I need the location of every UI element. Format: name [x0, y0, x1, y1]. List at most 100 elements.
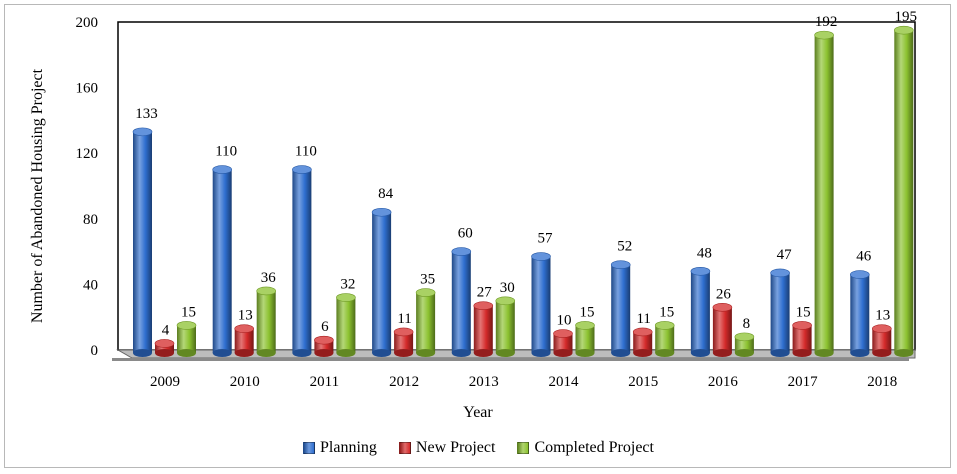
bar-base-new-project-2017: [792, 349, 812, 357]
bar-new-project-2018: [872, 328, 892, 353]
data-label-new-project-2009: 4: [162, 322, 170, 338]
data-label-completed-project-2016: 8: [743, 316, 751, 332]
bar-new-project-2010: [234, 328, 254, 353]
bar-top-planning-2014: [531, 252, 551, 261]
y-axis-title: Number of Abandoned Housing Project: [29, 68, 46, 323]
bar-completed-project-2016: [734, 336, 754, 353]
bar-base-completed-project-2014: [575, 349, 595, 357]
x-tick-label: 2015: [628, 374, 658, 390]
data-label-planning-2009: 133: [135, 106, 158, 122]
data-label-new-project-2011: 6: [321, 319, 329, 335]
data-label-planning-2011: 110: [295, 144, 317, 160]
bar-base-new-project-2016: [712, 349, 732, 357]
legend-item-planning: Planning: [303, 439, 377, 457]
bar-top-new-project-2017: [792, 321, 812, 330]
bar-top-completed-project-2015: [654, 321, 675, 330]
x-tick-label: 2010: [230, 374, 260, 390]
bar-top-planning-2011: [292, 165, 312, 174]
legend-swatch-new-project: [398, 442, 411, 454]
bar-completed-project-2018: [894, 30, 914, 353]
bar-top-new-project-2011: [314, 335, 334, 345]
bar-top-new-project-2012: [393, 327, 414, 337]
data-label-planning-2012: 84: [378, 186, 394, 202]
legend-swatch-planning: [303, 442, 316, 454]
legend-item-completed-project: Completed Project: [517, 439, 654, 457]
bar-completed-project-2013: [495, 300, 515, 353]
data-label-new-project-2014: 10: [557, 313, 572, 329]
bar-completed-project-2014: [575, 325, 595, 353]
bar-planning-2018: [850, 274, 870, 353]
axes: 0 40 80 120 160 200 2009 2010 2011 2012 2013 2014 20…: [76, 15, 898, 390]
bar-base-completed-project-2016: [734, 349, 754, 357]
legend-item-new-project: New Project: [398, 439, 495, 457]
bar-new-project-2015: [633, 331, 653, 353]
bar-completed-project-2010: [256, 290, 276, 353]
data-label-new-project-2015: 11: [636, 311, 650, 327]
bar-top-planning-2016: [690, 266, 711, 276]
x-tick-label: 2012: [389, 374, 419, 390]
bar-top-planning-2015: [610, 260, 631, 270]
data-label-completed-project-2009: 15: [181, 304, 196, 320]
data-label-new-project-2016: 26: [716, 286, 732, 302]
data-label-completed-project-2011: 32: [340, 277, 355, 293]
y-tick-label: 160: [76, 81, 99, 97]
bar-base-planning-2011: [292, 349, 312, 357]
bar-top-completed-project-2009: [176, 321, 197, 330]
y-tick-label: 40: [83, 277, 98, 293]
bar-base-planning-2016: [690, 349, 710, 357]
legend-label-planning: Planning: [320, 439, 377, 456]
bar-completed-project-2012: [416, 292, 436, 353]
bar-top-planning-2018: [849, 270, 870, 279]
bar-top-completed-project-2013: [495, 296, 516, 306]
bar-base-new-project-2015: [633, 349, 653, 357]
bar-completed-project-2009: [177, 325, 196, 353]
bar-top-new-project-2013: [473, 301, 494, 311]
bar-base-planning-2009: [133, 349, 152, 357]
data-label-planning-2015: 52: [617, 239, 632, 255]
bar-top-new-project-2015: [632, 327, 653, 337]
bar-top-new-project-2014: [553, 329, 573, 338]
bar-planning-2012: [372, 212, 392, 353]
bar-base-completed-project-2012: [416, 349, 436, 357]
data-label-planning-2018: 46: [856, 249, 872, 265]
bar-planning-2015: [611, 264, 631, 353]
bar-base-new-project-2013: [473, 349, 493, 357]
bar-planning-2011: [292, 169, 312, 353]
bar-base-completed-project-2013: [495, 349, 515, 357]
bar-top-completed-project-2012: [415, 288, 436, 297]
bar-base-new-project-2014: [553, 349, 573, 357]
bar-base-new-project-2009: [155, 349, 174, 357]
x-tick-label: 2013: [469, 374, 499, 390]
bar-base-completed-project-2011: [336, 349, 356, 357]
bar-top-planning-2009: [132, 127, 153, 137]
bar-base-completed-project-2009: [177, 349, 196, 357]
data-label-completed-project-2010: 36: [261, 270, 277, 286]
x-tick-label: 2011: [310, 374, 339, 390]
legend: Planning New Project Completed Project: [0, 438, 957, 458]
bar-top-new-project-2010: [234, 324, 254, 333]
bar-top-new-project-2009: [154, 339, 175, 348]
bar-base-completed-project-2010: [256, 349, 276, 357]
x-tick-label: 2009: [150, 374, 180, 390]
x-tick-label: 2016: [708, 374, 739, 390]
chart-frame: [4, 4, 951, 468]
legend-label-completed-project: Completed Project: [534, 439, 654, 456]
bar-completed-project-2011: [336, 297, 356, 353]
bar-new-project-2014: [553, 333, 573, 353]
bar-completed-project-2017: [814, 35, 834, 354]
data-label-completed-project-2013: 30: [500, 280, 515, 296]
bar-top-completed-project-2017: [814, 30, 834, 40]
data-labels: 133 4 15 110 13 36 110 6 32 84 11 35 60 27 30 57 10 15 52 1…: [135, 9, 917, 338]
data-label-planning-2010: 110: [215, 144, 237, 160]
bar-planning-2017: [770, 272, 790, 353]
bar-top-completed-project-2016: [734, 332, 755, 342]
bar-top-new-project-2016: [712, 303, 733, 312]
data-label-completed-project-2012: 35: [420, 272, 435, 288]
data-label-planning-2016: 48: [697, 245, 712, 261]
data-label-new-project-2013: 27: [477, 285, 493, 301]
bar-base-completed-project-2017: [814, 349, 834, 357]
bar-base-new-project-2018: [872, 349, 892, 357]
data-label-completed-project-2015: 15: [659, 304, 674, 320]
data-label-new-project-2018: 13: [875, 308, 890, 324]
